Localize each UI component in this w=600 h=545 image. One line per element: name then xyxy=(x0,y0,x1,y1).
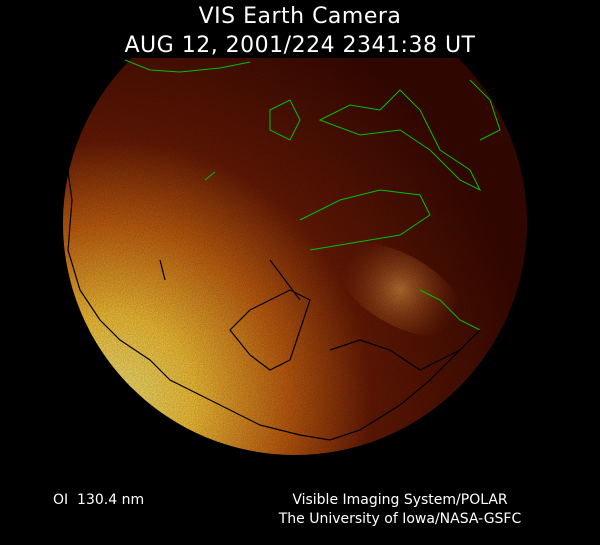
image-title: VIS Earth Camera xyxy=(198,4,402,29)
institution-credit: The University of Iowa/NASA-GSFC xyxy=(278,511,522,527)
wavelength-label: OI 130.4 nm xyxy=(53,492,145,508)
observation-timestamp: AUG 12, 2001/224 2341:38 UT xyxy=(124,33,476,58)
coastlines-nightside xyxy=(124,59,501,331)
limb-shadow xyxy=(62,300,170,448)
instrument-credit: Visible Imaging System/POLAR xyxy=(292,492,508,508)
credit-block: Visible Imaging System/POLAR The Univers… xyxy=(240,491,560,529)
coastlines-dayside xyxy=(64,109,481,441)
